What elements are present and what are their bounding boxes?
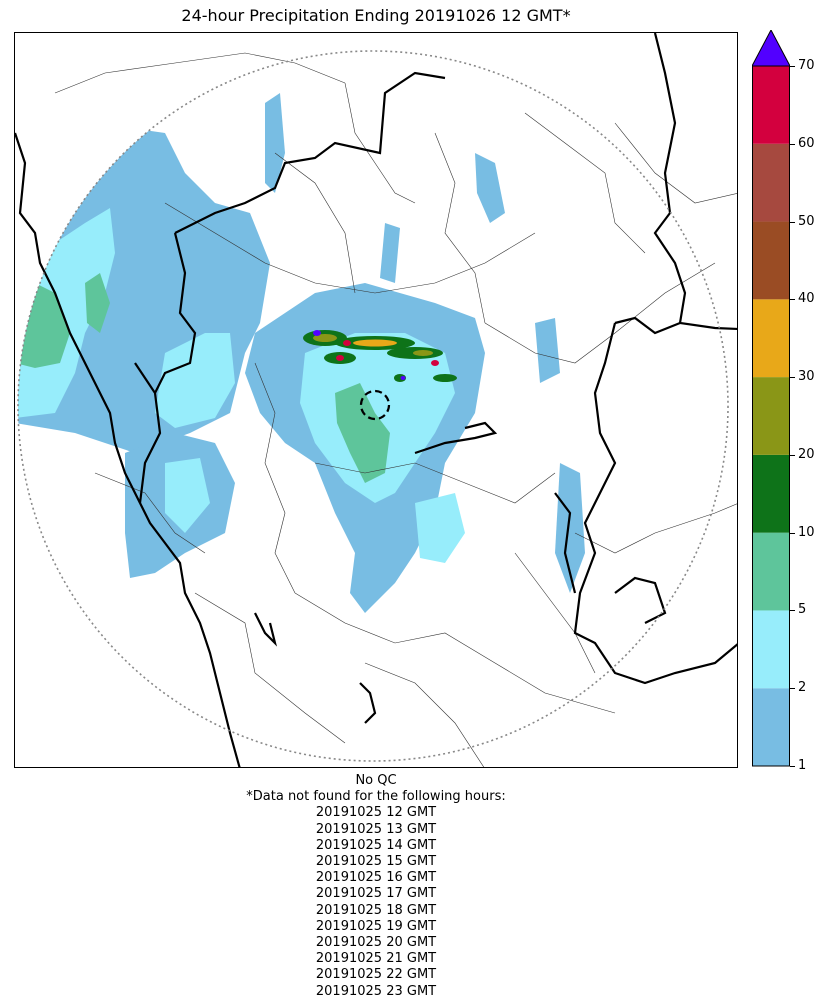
colorbar-segment [752,221,790,300]
colorbar-segment [752,377,790,455]
colorbar-segment [752,299,790,378]
missing-hour: 20191025 14 GMT [315,837,437,853]
precip-streak-north2 [475,153,505,223]
colorbar-extend-arrow [752,30,790,67]
colorbar-tick-label: 2 [798,680,807,696]
colorbar-tick-label: 5 [798,602,807,618]
precip-area-east-cyan [415,493,465,563]
state-boundaries [15,33,737,767]
colorbar-segment [752,66,790,144]
map-title: 24-hour Precipitation Ending 20191026 12… [181,6,571,25]
colorbar-tick-label: 10 [798,524,815,540]
missing-hour: 20191025 17 GMT [315,886,437,902]
colorbar-tick-mark [790,143,795,145]
colorbar-segment [752,143,790,222]
colorbar-tick-label: 50 [798,213,815,229]
colorbar-tick-label: 40 [798,291,815,307]
precipitation-field [18,93,585,613]
missing-hour: 20191025 22 GMT [315,967,437,983]
missing-hour: 20191025 19 GMT [315,918,437,934]
colorbar-segment [752,610,790,689]
precip-area-west-cyan2 [155,333,235,428]
colorbar-tick-mark [790,688,795,690]
colorbar-tick-label: 70 [798,58,815,73]
missing-hour: 20191025 23 GMT [315,983,437,999]
colorbar-tick-mark [790,610,795,612]
colorbar-tick-mark [790,766,795,767]
precip-streak-north3 [380,223,400,283]
district-boundaries [54,52,737,767]
colorbar-tick-label: 1 [798,758,807,773]
colorbar-tick-label: 30 [798,369,815,385]
missing-hour: 20191025 15 GMT [315,854,437,870]
missing-hour: 20191025 20 GMT [315,935,437,951]
colorbar-tick-mark [790,221,795,223]
precipitation-map [14,32,738,768]
qc-note: No QC [355,773,397,788]
precip-streak-north [265,93,285,193]
precip-streak-sw-cyan [165,458,210,533]
missing-hour: 20191025 13 GMT [315,821,437,837]
colorbar-tick-mark [790,454,795,456]
colorbar-segment [752,688,790,766]
colorbar-tick-mark [790,532,795,534]
missing-hour: 20191025 18 GMT [315,902,437,918]
colorbar-tick-label: 60 [798,135,815,151]
precip-area-west-green2 [85,273,110,333]
precipitation-colorbar [752,30,790,767]
colorbar-tick-label: 20 [798,446,815,462]
precip-area-central-green [335,383,390,483]
missing-hour: 20191025 21 GMT [315,951,437,967]
precip-streak-east2 [555,463,585,593]
notes-block: No QC *Data not found for the following … [14,773,738,1000]
colorbar-segment [752,454,790,533]
colorbar-tick-mark [790,66,795,67]
missing-data-header: *Data not found for the following hours: [246,789,506,805]
heavy-precip-cells [303,330,457,382]
radar-range-ring [17,50,729,762]
colorbar-frame [752,65,790,767]
precip-streak-east [535,318,560,383]
missing-hour: 20191025 12 GMT [315,805,437,821]
missing-hour: 20191025 16 GMT [315,870,437,886]
colorbar-segment [752,532,790,611]
radar-map-svg [15,33,737,767]
colorbar-tick-mark [790,377,795,379]
radar-site-marker [359,389,391,421]
colorbar-tick-mark [790,299,795,301]
